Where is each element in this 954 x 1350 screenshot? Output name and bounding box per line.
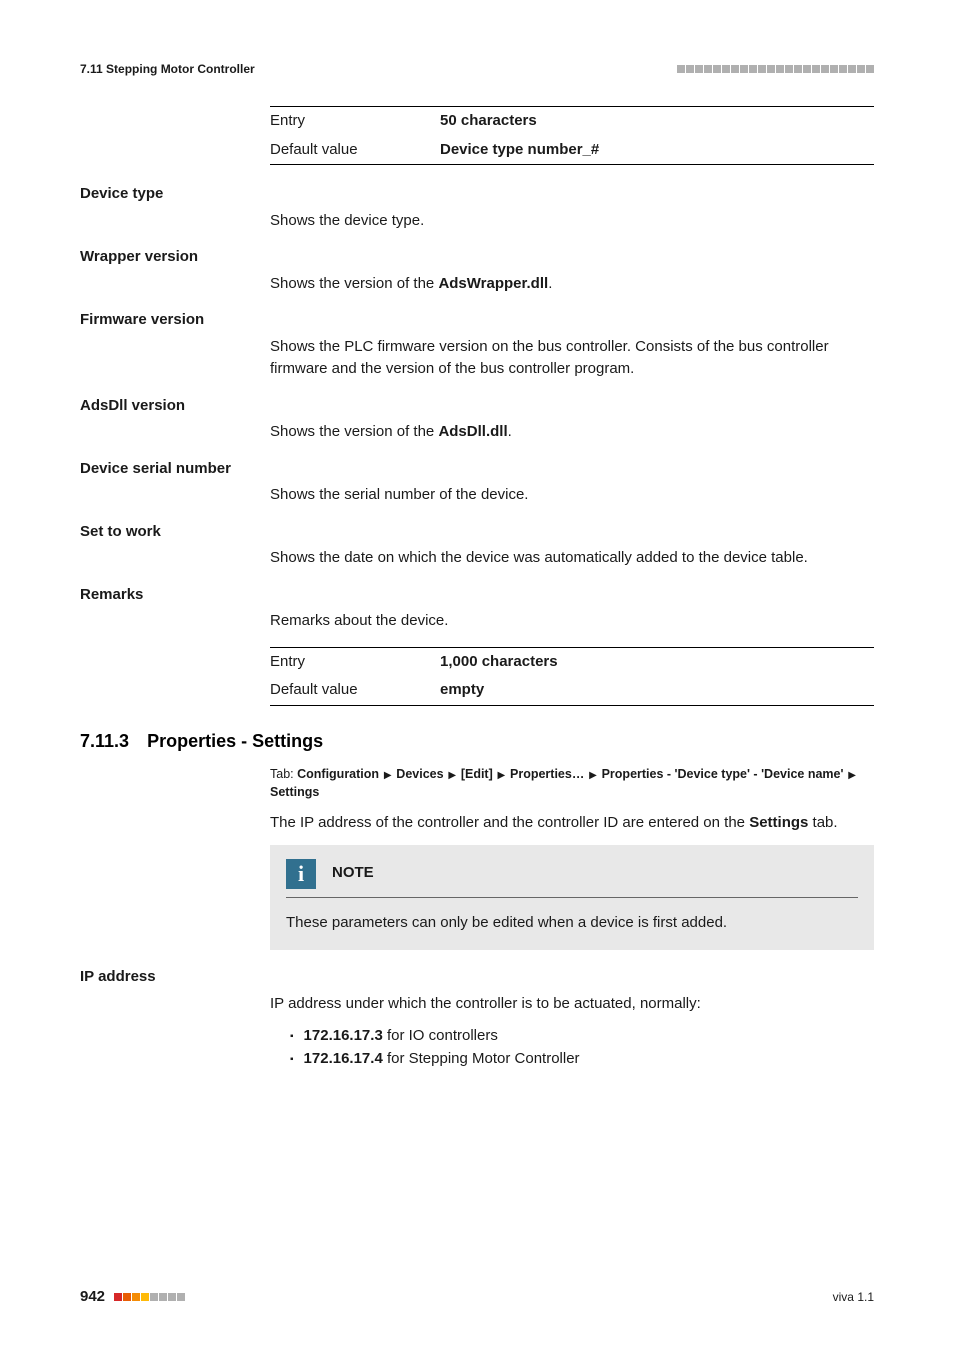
field-desc: Shows the date on which the device was a… <box>270 547 874 570</box>
breadcrumb-segment: [Edit] <box>461 767 493 781</box>
footer-ornament <box>113 1293 185 1301</box>
kv-key: Entry <box>270 110 440 133</box>
kv-value: empty <box>440 679 484 702</box>
section-number: 7.11.3 <box>80 728 129 755</box>
field-desc: Shows the device type. <box>270 210 874 233</box>
breadcrumb-segment: Configuration <box>297 767 379 781</box>
info-icon: i <box>286 859 316 889</box>
section-path: 7.11 Stepping Motor Controller <box>80 60 255 78</box>
breadcrumb-segment: Properties… <box>510 767 584 781</box>
breadcrumb-segment: Devices <box>396 767 443 781</box>
intro-pre: The IP address of the controller and the… <box>270 814 749 831</box>
ip-address-desc: IP address under which the controller is… <box>270 993 874 1016</box>
kv-key: Default value <box>270 139 440 162</box>
field-desc: Remarks about the device. <box>270 610 874 633</box>
ip-bullets: 172.16.17.3 for IO controllers172.16.17.… <box>290 1025 874 1070</box>
ip-address-label: IP address <box>80 966 270 989</box>
note-header: i NOTE <box>286 859 858 898</box>
kv-value: Device type number_# <box>440 139 599 162</box>
note-body: These parameters can only be edited when… <box>286 912 858 935</box>
ip-address-block: IP address IP address under which the co… <box>80 966 874 1070</box>
section-title: Properties - Settings <box>147 728 323 755</box>
field-desc: Shows the version of the AdsWrapper.dll. <box>270 273 874 296</box>
field-label: Set to work <box>80 521 270 544</box>
section-heading: 7.11.3 Properties - Settings <box>80 728 874 755</box>
field-desc: Shows the PLC firmware version on the bu… <box>270 336 874 381</box>
header-ornament <box>676 65 874 73</box>
field-label: Wrapper version <box>80 246 270 269</box>
kv-value: 50 characters <box>440 110 537 133</box>
field-label: Device serial number <box>80 458 270 481</box>
tab-breadcrumb: Tab: Configuration ▶ Devices ▶ [Edit] ▶ … <box>270 765 874 803</box>
page-header: 7.11 Stepping Motor Controller <box>80 60 874 78</box>
note-title: NOTE <box>332 862 374 885</box>
field-label: AdsDll version <box>80 395 270 418</box>
field-label: Firmware version <box>80 309 270 332</box>
note-box: i NOTE These parameters can only be edit… <box>270 845 874 951</box>
list-item: 172.16.17.3 for IO controllers <box>290 1025 874 1048</box>
intro-post: tab. <box>808 814 837 831</box>
list-item: 172.16.17.4 for Stepping Motor Controlle… <box>290 1048 874 1071</box>
field-label: Device type <box>80 183 270 206</box>
entry-default-table-remarks: Entry1,000 charactersDefault valueempty <box>270 647 874 706</box>
breadcrumb-segment: Settings <box>270 785 319 799</box>
page-footer: 942 viva 1.1 <box>80 1286 874 1309</box>
field-desc: Shows the version of the AdsDll.dll. <box>270 421 874 444</box>
footer-right: viva 1.1 <box>833 1288 874 1306</box>
entry-default-table-top: Entry50 charactersDefault valueDevice ty… <box>270 106 874 165</box>
kv-key: Entry <box>270 651 440 674</box>
field-label: Remarks <box>80 584 270 607</box>
intro-bold: Settings <box>749 814 808 831</box>
field-definitions: Device typeShows the device type.Wrapper… <box>80 183 874 633</box>
field-desc: Shows the serial number of the device. <box>270 484 874 507</box>
kv-value: 1,000 characters <box>440 651 558 674</box>
section-intro: The IP address of the controller and the… <box>270 812 874 835</box>
kv-key: Default value <box>270 679 440 702</box>
page-number: 942 <box>80 1286 105 1309</box>
breadcrumb-segment: Properties - 'Device type' - 'Device nam… <box>602 767 844 781</box>
